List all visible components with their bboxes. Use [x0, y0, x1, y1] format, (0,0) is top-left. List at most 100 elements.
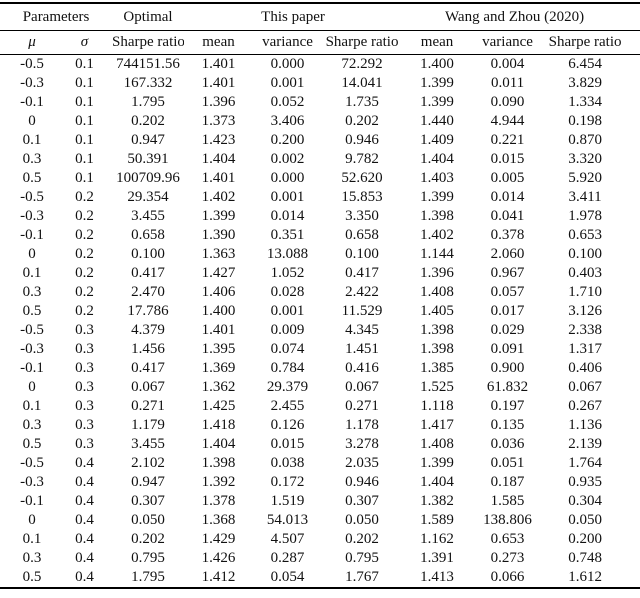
table-row: -0.3 0.4 0.947 1.392 0.172 0.946 1.404 0.187 0.9… — [0, 473, 640, 492]
cell: 1.395 — [201, 341, 236, 357]
cell: 3.350 — [345, 208, 379, 224]
cell: 0.4 — [75, 531, 94, 547]
cell: 0.5 — [22, 303, 42, 319]
cell: 1.136 — [568, 417, 602, 433]
cell: 1.401 — [201, 322, 236, 338]
cell: 0.946 — [345, 132, 379, 148]
cell: -0.5 — [20, 189, 44, 205]
cell: 1.398 — [201, 455, 236, 471]
cell: 2.338 — [568, 322, 602, 338]
cell: 0.126 — [270, 417, 305, 433]
column-header-this-paper-sharpe-ratio: Sharpe ratio — [322, 30, 403, 55]
cell: 0.2 — [75, 208, 94, 224]
cell: 0.202 — [345, 531, 379, 547]
cell: 0.967 — [490, 265, 525, 281]
table-row: -0.5 0.1 744151.56 1.401 0.000 72.292 1.400 0.0… — [0, 55, 640, 75]
cell: 0.005 — [490, 170, 525, 186]
cell: 0.416 — [345, 360, 379, 376]
cell: 6.454 — [568, 56, 602, 72]
cell: 3.455 — [131, 436, 165, 452]
cell: 0.028 — [270, 284, 305, 300]
cell: 9.782 — [345, 151, 379, 167]
cell: 1.401 — [201, 75, 236, 91]
cell: -0.1 — [20, 493, 44, 509]
cell: 1.398 — [420, 322, 454, 338]
cell: 1.334 — [568, 94, 602, 110]
cell: 0.3 — [22, 151, 42, 167]
group-header-optimal: Optimal — [112, 3, 185, 31]
group-header-wang-zhou: Wang and Zhou (2020) — [402, 3, 640, 31]
cell: 1.369 — [201, 360, 236, 376]
cell: 4.345 — [345, 322, 379, 338]
cell: 1.378 — [201, 493, 236, 509]
cell: 0.001 — [270, 189, 305, 205]
cell: -0.3 — [20, 75, 44, 91]
column-header-this-paper-mean: mean — [184, 30, 254, 55]
table-row: 0.3 0.1 50.391 1.404 0.002 9.782 1.404 0.015 3.3… — [0, 150, 640, 169]
cell: 0.5 — [22, 436, 42, 452]
cell: 0.378 — [490, 227, 525, 243]
cell: 1.423 — [201, 132, 236, 148]
cell: 4.944 — [490, 113, 525, 129]
cell: 100709.96 — [116, 170, 180, 186]
cell: 1.612 — [568, 569, 602, 585]
cell: -0.3 — [20, 208, 44, 224]
cell: 1.735 — [345, 94, 379, 110]
cell: 0.795 — [345, 550, 379, 566]
cell: 0.417 — [345, 265, 379, 281]
cell: 1.363 — [201, 246, 236, 262]
cell: 1.519 — [270, 493, 305, 509]
cell: -0.1 — [20, 360, 44, 376]
cell: 2.035 — [345, 455, 379, 471]
cell: 0 — [28, 246, 36, 262]
table-row: -0.1 0.3 0.417 1.369 0.784 0.416 1.385 0.900 0.4… — [0, 359, 640, 378]
cell: 0.2 — [75, 284, 94, 300]
cell: 0.090 — [490, 94, 525, 110]
cell: 0.947 — [131, 474, 165, 490]
cell: 0.172 — [270, 474, 305, 490]
cell: 54.013 — [266, 512, 309, 528]
cell: 0.273 — [490, 550, 525, 566]
cell: 0.3 — [75, 436, 94, 452]
column-header-wang-zhou-sharpe-ratio: Sharpe ratio — [543, 30, 640, 55]
cell: 0.197 — [490, 398, 525, 414]
cell: 0.417 — [131, 360, 165, 376]
cell: 29.354 — [127, 189, 169, 205]
cell: 1.396 — [201, 94, 236, 110]
cell: 0.200 — [568, 531, 602, 547]
cell: 0.1 — [75, 151, 94, 167]
cell: -0.1 — [20, 94, 44, 110]
cell: 0.017 — [490, 303, 525, 319]
cell: 1.406 — [201, 284, 236, 300]
cell: 1.118 — [420, 398, 454, 414]
cell: -0.5 — [20, 56, 44, 72]
cell: 0.304 — [568, 493, 602, 509]
cell: 0.074 — [270, 341, 305, 357]
cell: 2.422 — [345, 284, 379, 300]
cell: 0.267 — [568, 398, 602, 414]
table-row: 0.1 0.4 0.202 1.429 4.507 0.202 1.162 0.653 0.20… — [0, 530, 640, 549]
table-row: 0 0.1 0.202 1.373 3.406 0.202 1.440 4.944 0.198 — [0, 112, 640, 131]
cell: 0.014 — [490, 189, 525, 205]
cell: 1.405 — [420, 303, 454, 319]
cell: 1.399 — [201, 208, 236, 224]
cell: 1.403 — [420, 170, 454, 186]
cell: 1.429 — [201, 531, 236, 547]
cell: 0.748 — [568, 550, 602, 566]
table-row: -0.3 0.1 167.332 1.401 0.001 14.041 1.399 0.011… — [0, 74, 640, 93]
cell: 3.411 — [568, 189, 602, 205]
cell: 0.004 — [490, 56, 525, 72]
group-header-parameters: Parameters — [0, 3, 113, 31]
cell: 52.620 — [341, 170, 383, 186]
cell: 0.4 — [75, 493, 94, 509]
cell: 1.795 — [131, 94, 165, 110]
cell: 11.529 — [341, 303, 383, 319]
cell: 0.2 — [75, 189, 94, 205]
cell: 0.1 — [22, 265, 42, 281]
cell: 0.200 — [270, 132, 305, 148]
cell: 3.406 — [270, 113, 305, 129]
table-row: 0 0.4 0.050 1.368 54.013 0.050 1.589 138.806 0.0… — [0, 511, 640, 530]
cell: 1.362 — [201, 379, 236, 395]
table-row: 0.3 0.4 0.795 1.426 0.287 0.795 1.391 0.273 0.74… — [0, 549, 640, 568]
